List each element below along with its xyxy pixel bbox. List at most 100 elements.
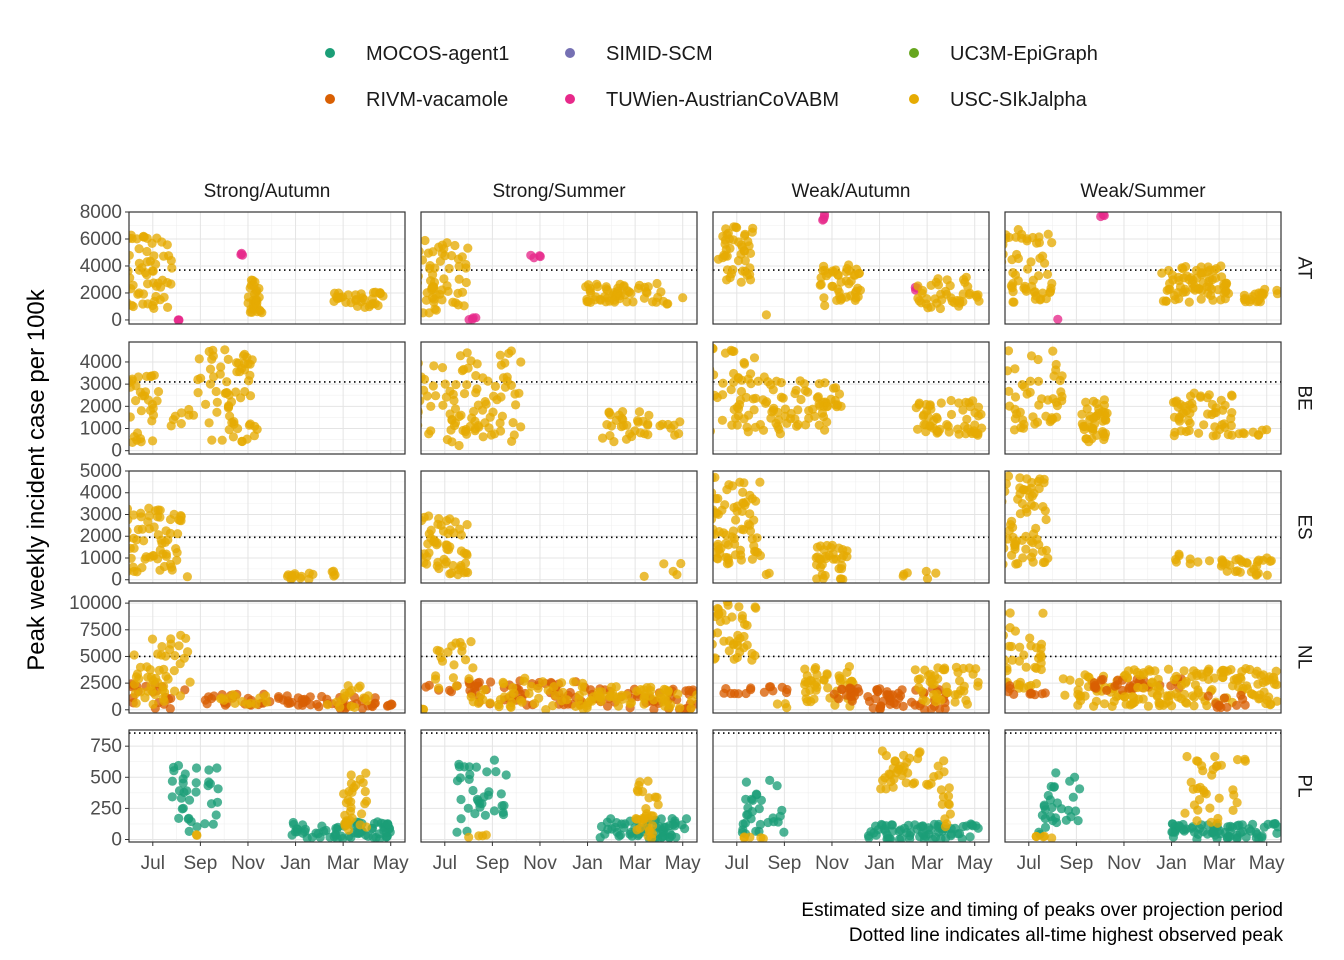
legend-swatch-2 xyxy=(909,48,919,58)
point-USC-SIkJalpha xyxy=(208,345,218,355)
point-USC-SIkJalpha xyxy=(332,294,343,304)
point-USC-SIkJalpha xyxy=(129,567,132,576)
panel-NL-1 xyxy=(420,600,698,714)
point-USC-SIkJalpha xyxy=(1007,550,1017,560)
point-USC-SIkJalpha xyxy=(1005,560,1008,569)
point-USC-SIkJalpha xyxy=(421,247,424,256)
point-USC-SIkJalpha xyxy=(1218,556,1228,566)
panel-border xyxy=(712,729,990,843)
point-USC-SIkJalpha xyxy=(1073,685,1083,695)
point-MOCOS-agent1 xyxy=(958,821,968,832)
point-RIVM-vacamole xyxy=(1030,690,1040,700)
point-USC-SIkJalpha xyxy=(160,537,170,548)
point-MOCOS-agent1 xyxy=(871,830,881,840)
point-USC-SIkJalpha xyxy=(470,424,480,434)
point-RIVM-vacamole xyxy=(306,700,316,710)
point-RIVM-vacamole xyxy=(898,701,908,712)
point-USC-SIkJalpha xyxy=(438,400,448,410)
point-USC-SIkJalpha xyxy=(700,625,709,634)
panel-border xyxy=(1004,600,1282,714)
y-tick-label-AT-1: 2000 xyxy=(80,283,122,304)
point-USC-SIkJalpha xyxy=(1031,679,1041,689)
point-RIVM-vacamole xyxy=(317,691,327,702)
point-MOCOS-agent1 xyxy=(491,767,501,777)
point-USC-SIkJalpha xyxy=(717,415,728,425)
point-USC-SIkJalpha xyxy=(761,569,771,580)
point-RIVM-vacamole xyxy=(885,696,895,706)
point-USC-SIkJalpha xyxy=(437,363,448,373)
point-USC-SIkJalpha xyxy=(344,786,354,797)
facet-column-label-3: Weak/Summer xyxy=(1080,181,1206,202)
point-USC-SIkJalpha xyxy=(350,702,360,713)
point-USC-SIkJalpha xyxy=(207,435,217,445)
point-USC-SIkJalpha xyxy=(973,681,983,691)
point-USC-SIkJalpha xyxy=(954,398,964,408)
point-USC-SIkJalpha xyxy=(619,281,629,291)
point-USC-SIkJalpha xyxy=(942,819,952,829)
point-USC-SIkJalpha xyxy=(1138,694,1148,704)
point-USC-SIkJalpha xyxy=(530,699,540,709)
point-MOCOS-agent1 xyxy=(1043,790,1053,801)
x-tick-label-3-1: Sep xyxy=(1059,853,1093,874)
panel-AT-0 xyxy=(128,211,406,325)
point-USC-SIkJalpha xyxy=(252,424,262,434)
point-USC-SIkJalpha xyxy=(1205,265,1215,275)
point-USC-SIkJalpha xyxy=(1028,548,1038,558)
point-USC-SIkJalpha xyxy=(454,274,464,284)
point-USC-SIkJalpha xyxy=(421,395,422,400)
point-USC-SIkJalpha xyxy=(606,421,617,431)
point-USC-SIkJalpha xyxy=(373,300,383,311)
point-USC-SIkJalpha xyxy=(768,405,779,415)
point-USC-SIkJalpha xyxy=(1213,813,1223,824)
point-RIVM-vacamole xyxy=(370,698,380,708)
points xyxy=(1005,471,1276,580)
point-USC-SIkJalpha xyxy=(831,383,841,393)
point-USC-SIkJalpha xyxy=(468,697,478,707)
point-USC-SIkJalpha xyxy=(353,683,364,693)
panel-border xyxy=(420,600,698,714)
point-USC-SIkJalpha xyxy=(1173,692,1183,702)
panel-border xyxy=(420,729,698,843)
point-MOCOS-agent1 xyxy=(180,769,190,779)
point-USC-SIkJalpha xyxy=(1039,478,1049,488)
x-tick-label-2-0: Jul xyxy=(725,853,749,874)
point-USC-SIkJalpha xyxy=(207,354,217,364)
point-USC-SIkJalpha xyxy=(1038,608,1048,618)
panel-border xyxy=(128,341,406,455)
point-USC-SIkJalpha xyxy=(1005,534,1013,544)
point-USC-SIkJalpha xyxy=(457,646,467,656)
point-USC-SIkJalpha xyxy=(964,290,974,300)
point-USC-SIkJalpha xyxy=(1189,388,1199,398)
point-USC-SIkJalpha xyxy=(498,373,509,383)
point-USC-SIkJalpha xyxy=(157,642,167,652)
point-USC-SIkJalpha xyxy=(242,352,252,362)
point-USC-SIkJalpha xyxy=(749,353,760,363)
point-USC-SIkJalpha xyxy=(129,534,132,543)
point-USC-SIkJalpha xyxy=(940,663,950,673)
point-USC-SIkJalpha xyxy=(925,677,935,687)
point-USC-SIkJalpha xyxy=(994,410,1003,419)
point-USC-SIkJalpha xyxy=(918,695,928,705)
point-USC-SIkJalpha xyxy=(1088,413,1099,423)
point-USC-SIkJalpha xyxy=(643,430,653,440)
point-USC-SIkJalpha xyxy=(432,561,442,571)
point-USC-SIkJalpha xyxy=(587,696,597,706)
point-USC-SIkJalpha xyxy=(678,293,688,303)
point-USC-SIkJalpha xyxy=(1158,700,1168,710)
point-MOCOS-agent1 xyxy=(1061,815,1071,825)
point-MOCOS-agent1 xyxy=(1039,800,1049,810)
point-USC-SIkJalpha xyxy=(172,555,182,565)
panel-ES-1 xyxy=(420,470,698,584)
point-USC-SIkJalpha xyxy=(538,677,548,687)
point-USC-SIkJalpha xyxy=(129,376,137,386)
point-USC-SIkJalpha xyxy=(1030,419,1040,429)
point-USC-SIkJalpha xyxy=(945,809,956,819)
point-MOCOS-agent1 xyxy=(754,804,764,814)
point-USC-SIkJalpha xyxy=(129,650,139,660)
point-MOCOS-agent1 xyxy=(1225,821,1235,832)
point-USC-SIkJalpha xyxy=(881,751,892,761)
point-USC-SIkJalpha xyxy=(433,519,443,529)
point-USC-SIkJalpha xyxy=(1242,558,1252,568)
point-USC-SIkJalpha xyxy=(702,631,711,640)
point-RIVM-vacamole xyxy=(1098,674,1108,685)
